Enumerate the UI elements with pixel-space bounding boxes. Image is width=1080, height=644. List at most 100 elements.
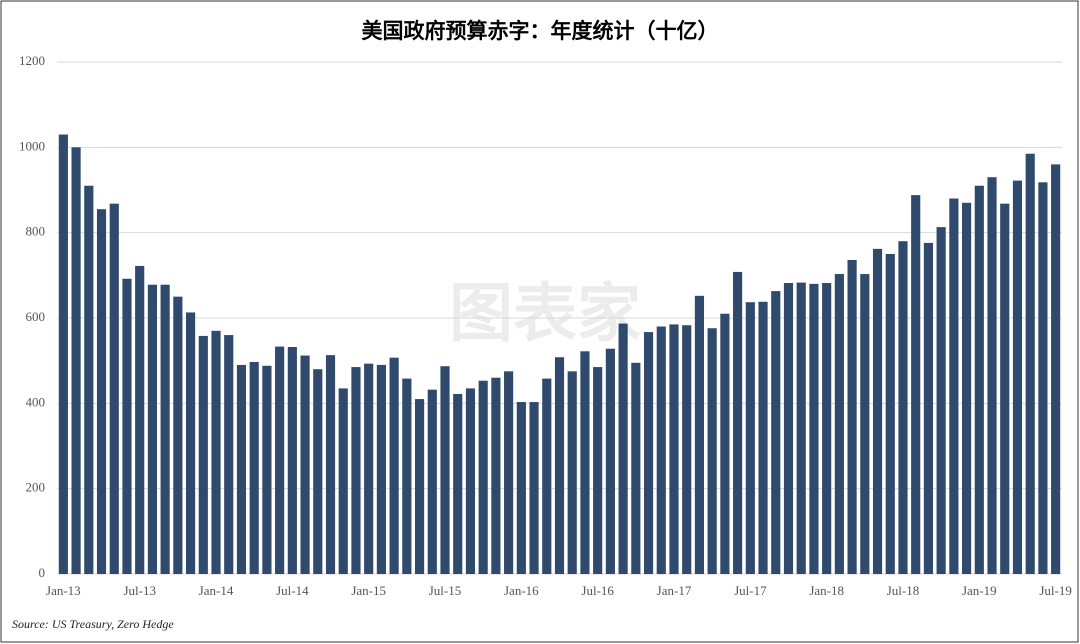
x-tick-label: Jul-18 bbox=[887, 583, 920, 598]
bar bbox=[249, 361, 259, 574]
bar bbox=[898, 241, 908, 574]
x-tick-label: Jul-17 bbox=[734, 583, 767, 598]
bar bbox=[834, 274, 844, 574]
bar bbox=[491, 377, 501, 574]
bar bbox=[733, 271, 743, 574]
bar bbox=[771, 291, 781, 574]
bar bbox=[1025, 153, 1035, 574]
bar bbox=[669, 324, 679, 574]
bar bbox=[236, 364, 247, 574]
bar bbox=[504, 371, 514, 574]
bar bbox=[885, 254, 895, 574]
bar bbox=[783, 283, 794, 574]
bar bbox=[71, 147, 81, 575]
bar bbox=[300, 355, 310, 574]
bar bbox=[198, 335, 208, 574]
bar bbox=[542, 378, 552, 574]
bar bbox=[453, 393, 463, 574]
bar bbox=[135, 265, 145, 574]
x-tick-label: Jan-18 bbox=[809, 583, 844, 598]
bar bbox=[1051, 164, 1061, 574]
bar bbox=[185, 312, 196, 574]
source: Source: US Treasury, Zero Hedge bbox=[12, 617, 174, 631]
bar bbox=[593, 367, 603, 574]
bar bbox=[758, 301, 768, 574]
bar bbox=[58, 134, 68, 575]
bar bbox=[962, 202, 972, 575]
bar bbox=[389, 357, 399, 574]
bar bbox=[745, 302, 755, 574]
bar bbox=[84, 185, 94, 574]
bar bbox=[516, 402, 526, 574]
x-tick-label: Jan-14 bbox=[199, 583, 234, 598]
y-tick-label: 600 bbox=[26, 309, 46, 324]
bar bbox=[631, 362, 641, 574]
bar bbox=[224, 335, 234, 574]
bar bbox=[262, 365, 272, 574]
bar bbox=[618, 323, 628, 574]
x-tick-label: Jul-16 bbox=[581, 583, 614, 598]
chart-title: 美国政府预算赤字：年度统计（十亿） bbox=[362, 19, 719, 43]
bar bbox=[402, 378, 412, 574]
bar bbox=[682, 325, 692, 574]
bar bbox=[860, 274, 870, 574]
bar bbox=[465, 388, 476, 574]
bar bbox=[109, 203, 119, 575]
bar bbox=[987, 177, 997, 574]
x-tick-label: Jul-13 bbox=[123, 583, 156, 598]
bar bbox=[211, 330, 221, 574]
y-tick-label: 1200 bbox=[19, 53, 45, 68]
bar bbox=[796, 282, 806, 574]
bar bbox=[414, 399, 425, 574]
bar bbox=[605, 348, 615, 574]
bar bbox=[694, 295, 705, 574]
bar bbox=[656, 326, 666, 574]
x-tick-label: Jan-17 bbox=[657, 583, 692, 598]
y-tick-label: 800 bbox=[26, 224, 46, 239]
bar bbox=[376, 364, 386, 574]
bar bbox=[872, 248, 883, 574]
bar bbox=[911, 195, 921, 574]
bar bbox=[1000, 203, 1010, 575]
x-tick-label: Jan-16 bbox=[504, 583, 539, 598]
bar bbox=[529, 402, 539, 574]
bar bbox=[923, 242, 934, 574]
bar bbox=[1038, 182, 1048, 574]
bar bbox=[122, 278, 132, 574]
bar bbox=[580, 351, 590, 574]
x-tick-label: Jan-15 bbox=[351, 583, 386, 598]
bar bbox=[949, 198, 959, 575]
bar bbox=[147, 284, 157, 574]
y-tick-label: 0 bbox=[39, 565, 46, 580]
bar bbox=[809, 283, 819, 574]
bar bbox=[96, 209, 107, 574]
bar bbox=[847, 259, 857, 574]
bar bbox=[974, 185, 984, 574]
x-tick-label: Jan-13 bbox=[46, 583, 81, 598]
x-tick-label: Jul-19 bbox=[1039, 583, 1072, 598]
x-tick-label: Jul-15 bbox=[429, 583, 462, 598]
bar bbox=[1012, 180, 1023, 574]
watermark: 图表家 bbox=[449, 278, 641, 352]
bar bbox=[338, 388, 348, 574]
bar bbox=[325, 355, 336, 574]
bar bbox=[173, 296, 183, 574]
bar bbox=[160, 284, 170, 574]
bar bbox=[313, 369, 323, 574]
bar bbox=[720, 313, 730, 574]
bar bbox=[643, 332, 654, 574]
bar bbox=[567, 371, 577, 574]
bar bbox=[351, 367, 361, 574]
bar bbox=[554, 357, 565, 574]
y-tick-label: 1000 bbox=[19, 138, 45, 153]
bar bbox=[936, 227, 946, 574]
y-tick-label: 400 bbox=[26, 394, 46, 409]
bar bbox=[364, 363, 374, 574]
x-tick-label: Jan-19 bbox=[962, 583, 997, 598]
bar bbox=[478, 380, 488, 574]
bar bbox=[275, 346, 285, 574]
bar bbox=[287, 347, 297, 574]
bar bbox=[427, 389, 437, 574]
bar bbox=[822, 283, 832, 574]
